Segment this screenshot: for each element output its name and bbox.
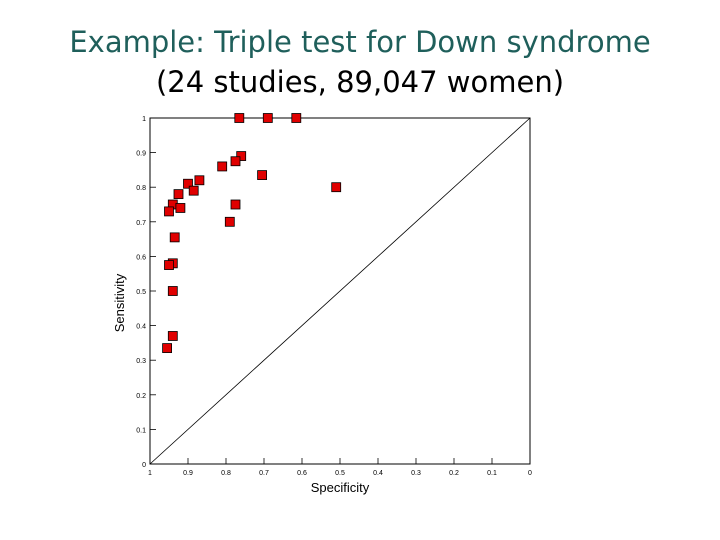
data-point <box>291 113 302 123</box>
data-point <box>162 343 173 353</box>
y-tick-label: 0.9 <box>136 151 146 158</box>
data-point <box>331 182 342 193</box>
y-axis-label: Sensitivity <box>112 273 127 332</box>
x-tick-label: 0.6 <box>297 470 307 477</box>
y-tick-label: 0.3 <box>136 358 146 365</box>
data-point <box>173 189 184 200</box>
y-tick-label: 0.6 <box>136 254 146 261</box>
data-point <box>234 113 245 123</box>
x-tick-label: 0.2 <box>449 470 459 477</box>
data-point <box>236 151 247 161</box>
data-point <box>169 232 180 243</box>
data-point <box>224 216 235 227</box>
y-tick-label: 0.8 <box>136 185 146 192</box>
data-point <box>230 199 241 210</box>
data-point <box>217 161 228 172</box>
data-point <box>167 331 178 341</box>
y-tick-label: 0.5 <box>136 289 146 296</box>
x-tick-label: 1 <box>148 470 152 477</box>
x-tick-label: 0.1 <box>487 470 497 477</box>
data-point <box>230 156 241 167</box>
x-tick-label: 0.9 <box>183 470 193 477</box>
x-tick-label: 0.5 <box>335 470 345 477</box>
data-point <box>262 113 273 123</box>
slide-title: Example: Triple test for Down syndrome <box>69 25 651 59</box>
y-tick-label: 1 <box>142 116 146 123</box>
x-tick-label: 0.4 <box>373 470 383 477</box>
data-point <box>194 175 205 186</box>
data-point <box>164 260 174 270</box>
slide-subtitle: (24 studies, 89,047 women) <box>155 65 565 99</box>
data-point <box>167 286 178 296</box>
y-tick-label: 0.7 <box>136 220 146 227</box>
x-tick-label: 0 <box>528 470 532 477</box>
data-point <box>257 170 268 180</box>
x-axis-label: Specificity <box>311 480 370 495</box>
x-tick-label: 0.8 <box>221 470 231 477</box>
y-tick-label: 0.1 <box>136 427 146 434</box>
data-point <box>183 178 193 189</box>
y-tick-label: 0 <box>142 462 146 469</box>
data-point <box>175 203 186 213</box>
x-tick-label: 0.3 <box>411 470 421 477</box>
data-point <box>164 206 174 217</box>
diagonal-reference-line <box>149 117 531 465</box>
data-point <box>188 185 199 196</box>
y-tick-label: 0.2 <box>136 393 146 400</box>
x-tick-label: 0.7 <box>259 470 269 477</box>
y-tick-label: 0.4 <box>136 324 146 331</box>
